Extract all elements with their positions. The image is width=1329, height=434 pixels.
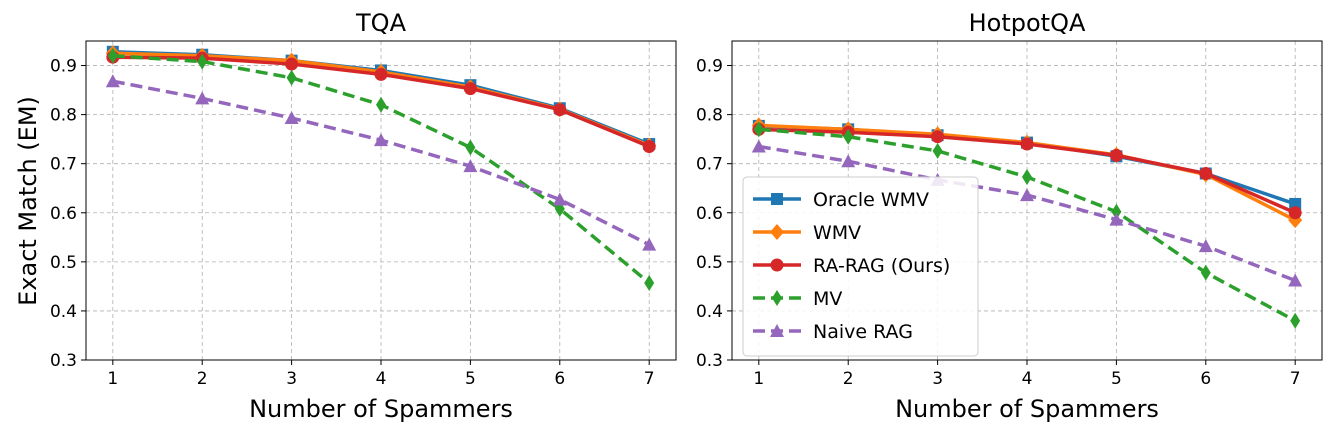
data-point-ra-rag-ours [1109,148,1123,162]
legend-item-ra-rag-ours: RA-RAG (Ours) [753,255,950,277]
x-axis-title: Number of Spammers [895,395,1159,423]
x-tick-label: 2 [197,369,208,389]
data-point-mv [465,139,476,156]
data-point-ra-rag-ours [931,130,945,144]
data-point-mv [286,69,297,86]
x-tick-label: 4 [376,369,387,389]
y-tick-label: 0.4 [696,302,723,322]
series-naive-rag [105,74,657,251]
series-mv [107,47,655,291]
x-tick-label: 1 [753,369,764,389]
data-point-naive-rag [105,74,120,88]
data-point-naive-rag [642,237,657,251]
legend-label: WMV [813,222,861,244]
legend-marker [772,290,782,306]
legend-label: Naive RAG [813,321,913,343]
data-point-naive-rag [463,159,478,173]
legend-marker [771,193,783,205]
data-point-naive-rag [552,192,567,206]
x-tick-label: 6 [554,369,565,389]
data-point-naive-rag [751,139,766,153]
data-point-ra-rag-ours [642,140,656,154]
data-point-naive-rag [195,91,210,105]
legend-marker [770,324,784,337]
data-point-naive-rag [1288,273,1303,287]
data-point-mv [1200,264,1211,281]
chart-title: TQA [355,9,407,37]
data-point-mv [644,274,655,291]
x-tick-label: 2 [843,369,854,389]
data-point-naive-rag [284,111,299,125]
series-mv [753,121,1301,329]
data-point-naive-rag [374,133,388,147]
legend: Oracle WMV WMV RA-RAG (Ours) MV Naive RAG [742,176,979,357]
legend-marker [770,224,784,240]
y-tick-label: 0.6 [696,204,723,224]
y-tick-label: 0.5 [50,253,77,273]
series-naive-rag [751,139,1303,287]
panel-hotpotqa: 1 2 3 4 5 6 7 0.3 0.4 0.5 0.6 0.7 0.8 0.9 HotpotQA Numb… [696,9,1323,423]
y-tick-label: 0.8 [50,106,77,126]
data-point-mv [376,96,386,113]
data-point-ra-rag-ours [1020,137,1034,151]
x-tick-label: 7 [1290,369,1301,389]
data-point-mv [1022,168,1032,185]
x-axis-title: Number of Spammers [249,395,513,423]
data-point-mv [753,121,764,138]
x-tick-label: 3 [286,369,297,389]
legend-marker [770,258,784,272]
data-point-naive-rag [1198,239,1213,253]
data-point-oracle-wmv [1289,197,1302,210]
y-tick-label: 0.7 [696,155,723,175]
y-tick-label: 0.8 [696,106,723,126]
data-point-mv [107,47,118,64]
legend-label: Oracle WMV [813,189,929,211]
legend-label: RA-RAG (Ours) [813,255,950,277]
chart-title: HotpotQA [969,9,1086,37]
legend-label: MV [813,288,842,310]
legend-box [742,176,979,357]
data-point-mv [843,128,854,145]
legend-item-mv: MV [753,288,842,310]
data-point-ra-rag-ours [374,67,388,81]
y-tick-label: 0.5 [696,253,723,273]
x-tick-label: 5 [1111,369,1122,389]
x-tick-label: 3 [932,369,943,389]
legend-item-naive-rag: Naive RAG [753,321,913,343]
y-tick-label: 0.3 [696,351,723,371]
data-point-mv [197,53,208,70]
y-axis-title: Exact Match (EM) [14,96,42,306]
data-point-ra-rag-ours [1288,206,1302,220]
data-point-mv [1111,203,1122,220]
x-tick-label: 5 [465,369,476,389]
x-tick-label: 6 [1200,369,1211,389]
legend-item-oracle-wmv: Oracle WMV [753,189,929,211]
data-point-ra-rag-ours [1199,167,1213,181]
legend-item-wmv: WMV [753,222,861,244]
y-tick-label: 0.4 [50,302,77,322]
data-point-mv [1290,312,1301,329]
data-point-ra-rag-ours [553,103,567,117]
plot-frame [85,40,677,361]
x-tick-label: 4 [1022,369,1033,389]
y-tick-label: 0.6 [50,204,77,224]
y-tick-label: 0.9 [696,57,723,77]
data-point-naive-rag [841,154,856,168]
y-tick-label: 0.7 [50,155,77,175]
data-point-mv [932,142,943,159]
panel-tqa: 1 2 3 4 5 6 7 0.3 0.4 0.5 0.6 0.7 0.8 0.9 TQA Number of… [50,9,677,423]
y-tick-label: 0.9 [50,57,77,77]
data-point-naive-rag [1020,188,1034,202]
x-tick-label: 7 [644,369,655,389]
data-point-ra-rag-ours [463,82,477,96]
y-tick-label: 0.3 [50,351,77,371]
data-point-naive-rag [1109,212,1124,226]
data-point-ra-rag-ours [285,57,299,71]
x-tick-label: 1 [107,369,118,389]
